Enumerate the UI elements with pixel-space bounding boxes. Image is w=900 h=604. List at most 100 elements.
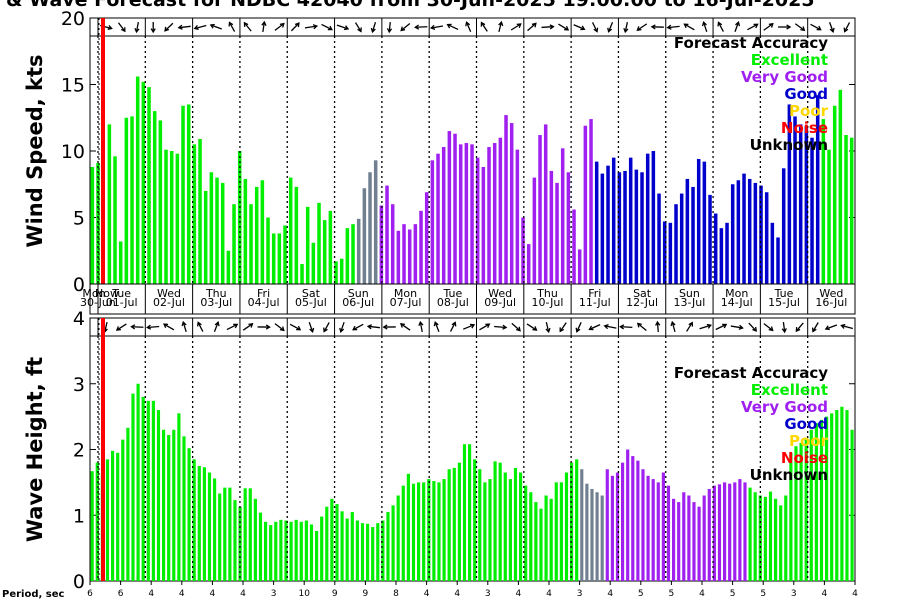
wind-bar [125, 118, 129, 284]
wave-bar [840, 407, 843, 581]
wind-bar [300, 264, 304, 284]
legend-item-poor: Poor [789, 102, 829, 120]
y-tick-label: 10 [61, 141, 85, 163]
wave-bar [601, 496, 604, 581]
wind-bar [147, 87, 151, 284]
wave-bar [835, 410, 838, 581]
wave-bar [738, 479, 741, 581]
wave-bar [657, 482, 660, 581]
wind-bar [414, 224, 418, 284]
period-value: 4 [607, 589, 613, 599]
wind-bar [363, 188, 367, 284]
legend-item-excellent: Excellent [751, 51, 828, 69]
period-value: 4 [210, 589, 216, 599]
wind-bar [453, 134, 457, 284]
wind-bar [436, 154, 440, 284]
day-date: 07-Jul [390, 296, 422, 309]
day-date: 05-Jul [295, 296, 327, 309]
wind-bar [703, 162, 707, 284]
wave-bar [580, 469, 583, 581]
wave-bar [162, 430, 165, 581]
day-date: 14-Jul [721, 296, 753, 309]
wind-bar [680, 194, 684, 284]
wave-bar [565, 473, 568, 581]
wave-bar [555, 482, 558, 581]
wind-bar [844, 135, 848, 284]
wind-bar [317, 203, 321, 284]
wave-bar [769, 492, 772, 581]
wind-bar [419, 211, 423, 284]
wind-bar [278, 233, 282, 284]
wave-bar [111, 451, 114, 581]
wave-bar [310, 524, 313, 581]
wave-bar [754, 492, 757, 581]
period-value: 4 [822, 589, 828, 599]
wind-bar [782, 168, 786, 284]
wave-bar [346, 519, 349, 581]
wind-bar [697, 159, 701, 284]
period-value: 5 [760, 589, 766, 599]
wind-bar [340, 259, 344, 284]
date-axis: Mon30-JunTue01-JulWed02-JulThu03-JulFri0… [80, 284, 855, 314]
wave-bar [208, 473, 211, 581]
wave-bar [330, 499, 333, 581]
wind-bar [589, 119, 593, 284]
wave-bar [473, 459, 476, 581]
wind-bar [227, 251, 231, 284]
wave-bar [279, 520, 282, 581]
wind-bar [748, 179, 752, 284]
wave-bar [692, 502, 695, 581]
wind-bar [425, 192, 429, 284]
wave-bar [249, 488, 252, 581]
wind-bar [544, 124, 548, 284]
wave-bar [182, 436, 185, 581]
wind-bar [306, 207, 310, 284]
wave-bar [667, 486, 670, 581]
period-value: 5 [638, 589, 644, 599]
wind-bar [312, 243, 316, 284]
wind-bar [516, 150, 520, 284]
period-axis-label: Period, sec [2, 589, 65, 600]
wind-bar [493, 143, 497, 284]
wind-bar [181, 106, 185, 284]
wave-bar [376, 523, 379, 581]
wave-bar [733, 482, 736, 581]
period-value: 9 [363, 589, 369, 599]
y-tick-label: 0 [73, 571, 85, 593]
legend-item-excellent: Excellent [751, 381, 828, 399]
wind-bar [708, 195, 712, 284]
wave-bar [422, 482, 425, 581]
period-value: 4 [546, 589, 552, 599]
period-value: 6 [87, 589, 93, 599]
y-axis-label: Wave Height, ft [23, 357, 47, 542]
day-date: 16-Jul [815, 296, 847, 309]
period-value: 4 [516, 589, 522, 599]
period-value: 4 [852, 589, 858, 599]
wave-bar [305, 521, 308, 581]
wave-bar [662, 473, 665, 581]
wave-bar [524, 486, 527, 581]
wind-bar [193, 144, 197, 284]
wave-bar [443, 479, 446, 581]
wind-bar [153, 111, 157, 284]
period-value: 3 [485, 589, 491, 599]
wave-bar [631, 456, 634, 581]
wave-bar [91, 471, 94, 581]
wind-bar [606, 166, 610, 284]
wave-bar [315, 531, 318, 581]
wave-bar [427, 479, 430, 581]
day-date: 09-Jul [484, 296, 516, 309]
wind-bar [210, 172, 214, 284]
wind-bar [759, 186, 763, 284]
wave-bar [550, 499, 553, 581]
wave-bar [351, 512, 354, 581]
wind-bar [487, 147, 491, 284]
wind-bar [136, 77, 140, 284]
legend-item-unknown: Unknown [750, 466, 828, 484]
wave-bar [764, 497, 767, 581]
day-date: 15-Jul [768, 296, 800, 309]
wind-bar [839, 90, 843, 284]
